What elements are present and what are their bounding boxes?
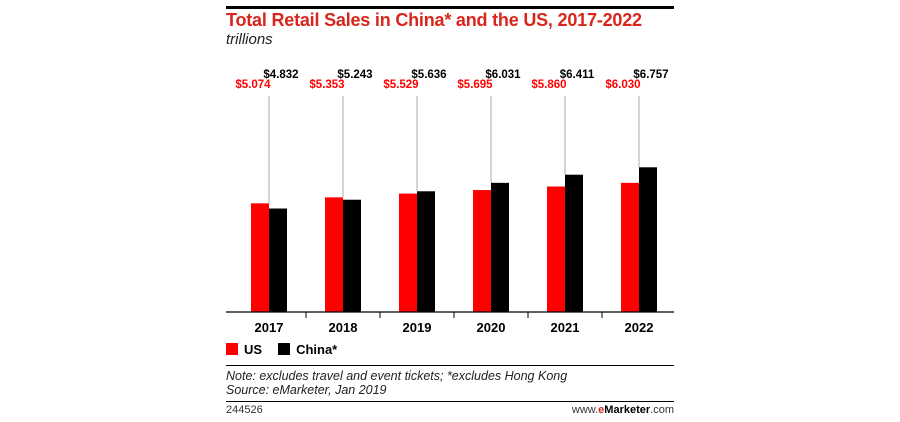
data-label-us-2017: $5.074 xyxy=(235,79,271,91)
data-label-china-2017: $4.832 xyxy=(263,69,298,81)
x-tick-label-2022: 2022 xyxy=(625,320,654,335)
chart-frame: Total Retail Sales in China* and the US,… xyxy=(226,0,674,422)
bar-china-2018 xyxy=(343,199,361,312)
x-tick-label-2021: 2021 xyxy=(551,320,580,335)
chart-source: Source: eMarketer, Jan 2019 xyxy=(226,383,387,397)
bar-us-2019 xyxy=(399,193,417,312)
legend-label-china: China* xyxy=(296,341,338,357)
x-tick-label-2020: 2020 xyxy=(477,320,506,335)
data-label-china-2020: $6.031 xyxy=(485,69,521,81)
brand-suffix: .com xyxy=(650,404,674,416)
x-tick-label-2017: 2017 xyxy=(255,320,284,335)
bar-china-2019 xyxy=(417,191,435,312)
data-label-china-2018: $5.243 xyxy=(337,69,372,81)
data-label-china-2019: $5.636 xyxy=(411,69,446,81)
bar-us-2020 xyxy=(473,190,491,312)
bar-china-2020 xyxy=(491,182,509,312)
data-label-us-2022: $6.030 xyxy=(605,79,640,91)
legend-item-us: US xyxy=(226,342,262,357)
data-label-china-2021: $6.411 xyxy=(560,69,595,81)
data-label-us-2020: $5.695 xyxy=(457,79,493,91)
brand-name: Marketer xyxy=(604,404,651,416)
legend: US China* xyxy=(226,341,353,357)
bar-us-2021 xyxy=(547,186,565,312)
data-label-china-2022: $6.757 xyxy=(633,69,668,81)
chart-note: Note: excludes travel and event tickets;… xyxy=(226,369,568,383)
legend-swatch-us xyxy=(226,343,238,355)
legend-swatch-china xyxy=(278,343,291,355)
legend-item-china: China* xyxy=(278,342,337,357)
note-rule xyxy=(226,365,674,366)
legend-label-us: US xyxy=(244,341,263,357)
chart-title: Total Retail Sales in China* and the US,… xyxy=(226,10,642,30)
bar-china-2022 xyxy=(639,167,657,312)
brand-prefix: www. xyxy=(571,404,599,416)
bar-china-2021 xyxy=(565,174,583,312)
top-rule xyxy=(226,6,674,9)
bar-china-2017 xyxy=(269,208,287,312)
chart-id: 244526 xyxy=(226,404,263,416)
bar-us-2018 xyxy=(325,197,343,312)
brand-link[interactable]: www.eMarketer.com xyxy=(572,404,674,416)
x-tick-label-2019: 2019 xyxy=(403,320,432,335)
bar-us-2017 xyxy=(251,203,269,312)
x-tick-label-2018: 2018 xyxy=(329,320,358,335)
bar-us-2022 xyxy=(621,182,639,312)
bottom-rule xyxy=(226,401,674,402)
data-label-us-2018: $5.353 xyxy=(309,79,344,91)
data-label-us-2021: $5.860 xyxy=(531,79,566,91)
chart-subtitle: trillions xyxy=(226,31,273,48)
bar-chart: $5.074$4.8322017$5.353$5.2432018$5.529$5… xyxy=(226,69,674,335)
data-label-us-2019: $5.529 xyxy=(383,79,418,91)
brand-mark: e xyxy=(598,404,605,416)
